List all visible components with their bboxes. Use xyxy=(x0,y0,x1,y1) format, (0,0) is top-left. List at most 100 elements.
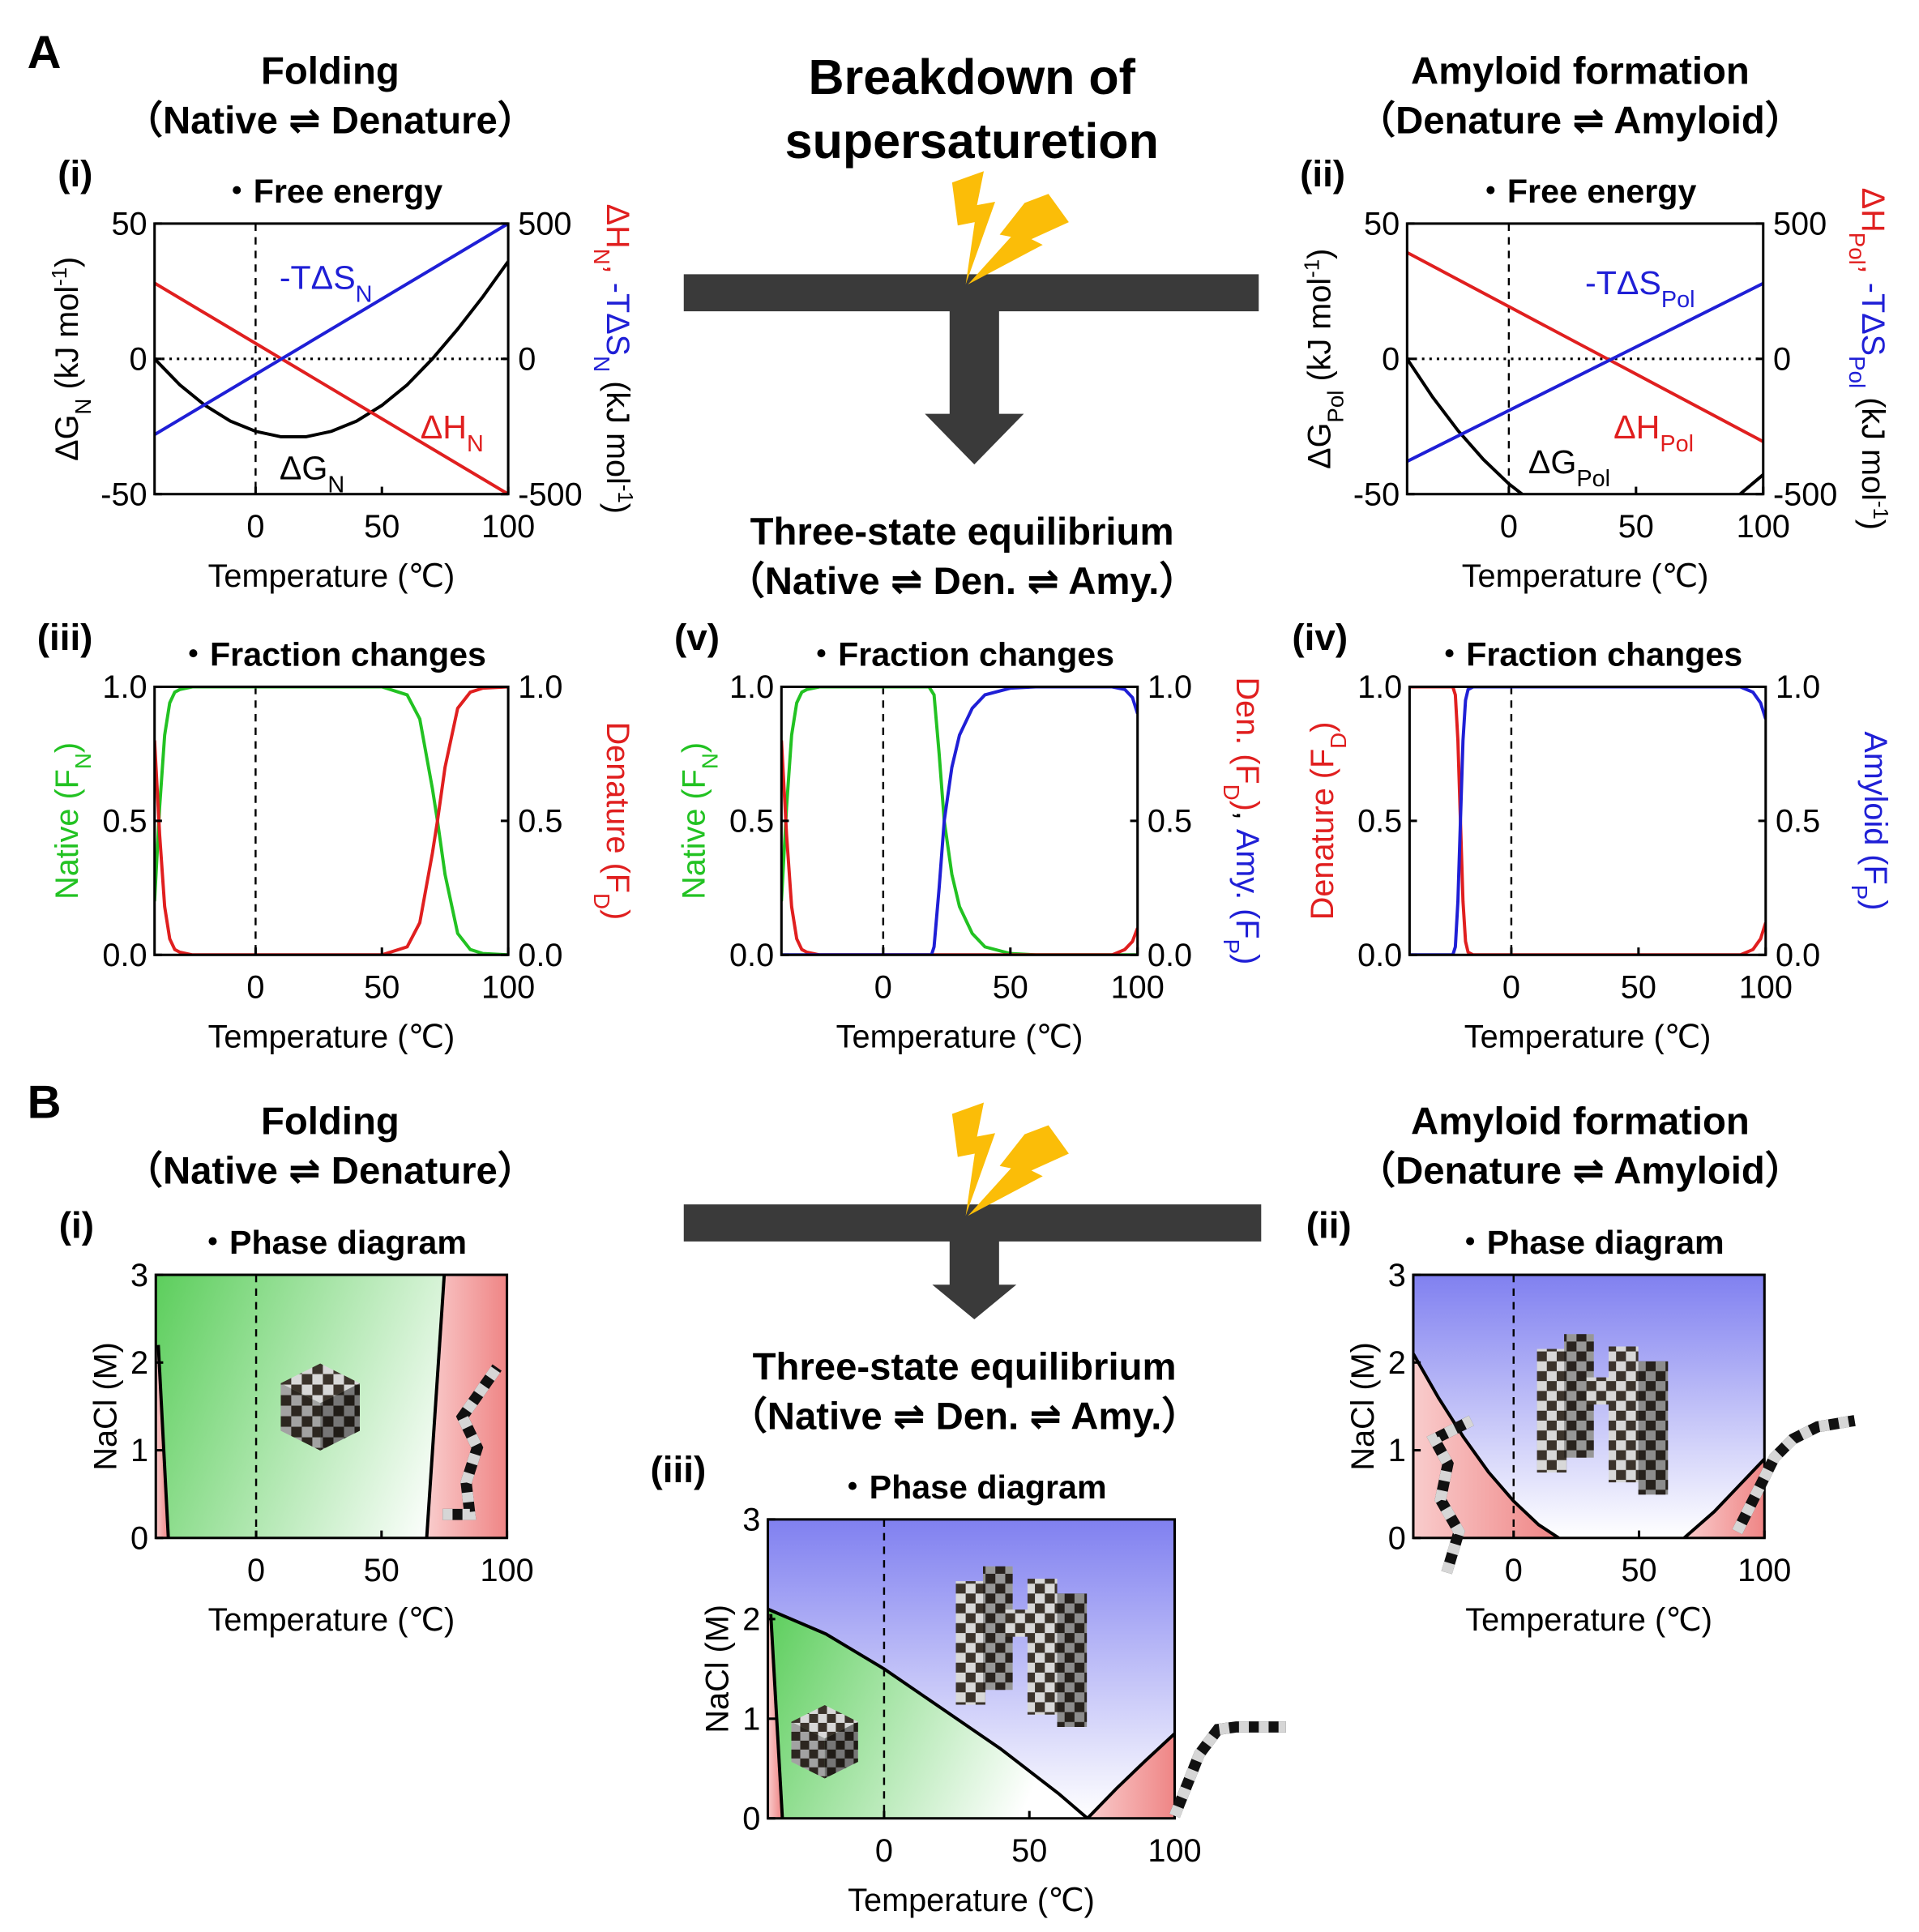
label-part: NaCl (M) xyxy=(88,1342,123,1470)
label-part: N xyxy=(590,356,615,372)
x-axis-label: Temperature (℃) xyxy=(1462,558,1709,594)
series-line xyxy=(1407,250,1763,443)
y-axis-label: NaCl (M) xyxy=(88,1342,123,1470)
series-label-sub: N xyxy=(356,282,373,308)
label-part: ) xyxy=(1305,722,1340,733)
chart-title: ・Phase diagram xyxy=(196,1224,467,1261)
x-tick-label: 50 xyxy=(364,509,400,545)
x-tick-label: 100 xyxy=(1148,1833,1201,1869)
y-tick-label: -50 xyxy=(1353,477,1400,512)
label-part: Amy. (F xyxy=(1229,829,1265,939)
y-axis-label: Native (FN) xyxy=(49,742,96,900)
series-line xyxy=(154,223,509,436)
y-tick-label: 50 xyxy=(111,207,147,242)
chart-panel: 0 50 100 0 1 2 3 (iii) ・Phase diagram Temperature… xyxy=(651,1449,1202,1918)
label-part: (kJ mol xyxy=(1302,278,1338,391)
x-tick-label: 50 xyxy=(1011,1833,1047,1869)
y2-tick-label: 0.0 xyxy=(1148,938,1192,973)
series-line xyxy=(1409,686,1766,955)
phase-boundary xyxy=(1413,1353,1560,1538)
label-part: ) xyxy=(677,742,712,753)
y-tick-label: 1 xyxy=(1388,1433,1406,1468)
y-tick-label: 1.0 xyxy=(102,669,147,705)
label-part: -1 xyxy=(1869,501,1891,519)
label-part: N xyxy=(71,399,96,415)
y2-tick-label: 500 xyxy=(518,207,571,242)
series-label-sub: N xyxy=(327,472,344,498)
y-tick-label: 0 xyxy=(1382,342,1400,378)
label-part: D xyxy=(590,893,615,909)
arrow-head xyxy=(932,1284,1017,1319)
arrow xyxy=(683,171,1259,465)
y-tick-label: 1.0 xyxy=(1357,669,1402,705)
phase-boundary xyxy=(425,1275,447,1538)
x-axis-label: Temperature (℃) xyxy=(836,1019,1083,1055)
y-tick-label: 1 xyxy=(130,1433,148,1468)
label-part: (kJ mol xyxy=(1855,388,1891,501)
panel-label: (iii) xyxy=(37,617,93,658)
label-part: P xyxy=(1847,885,1872,900)
heading: （Native ⇌ Denature） xyxy=(125,1149,536,1192)
y2-axis-label: Denature (FD) xyxy=(590,722,636,921)
x-tick-label: 0 xyxy=(1500,509,1518,545)
panel-label: (iii) xyxy=(651,1449,707,1490)
y-tick-label: 3 xyxy=(1388,1258,1406,1293)
chart-title: ・Phase diagram xyxy=(836,1468,1106,1506)
phase-boundary xyxy=(767,1607,1089,1819)
x-tick-label: 0 xyxy=(246,509,264,545)
label-part: ) xyxy=(600,503,635,514)
x-tick-label: 100 xyxy=(481,509,535,545)
label-part: Denature (F xyxy=(1305,749,1340,920)
series-label-name: ΔH xyxy=(421,408,467,446)
label-part: N xyxy=(71,753,96,769)
x-tick-label: 100 xyxy=(480,1553,533,1588)
y-axis-label: ΔGPol (kJ mol-1) xyxy=(1301,249,1348,469)
series-line xyxy=(1407,281,1763,464)
heading: Amyloid formation xyxy=(1411,50,1750,93)
y2-axis-label: Den. (FD), Amy. (FP) xyxy=(1219,677,1265,965)
series-label-name: ΔG xyxy=(1528,443,1577,481)
panel-label: (i) xyxy=(59,1204,94,1246)
x-tick-label: 0 xyxy=(246,970,264,1006)
heading: （Native ⇌ Den. ⇌ Amy.） xyxy=(729,1396,1200,1438)
panel-label: (ii) xyxy=(1300,153,1345,194)
series-line xyxy=(1407,357,1763,494)
series-line xyxy=(154,686,509,955)
series-line xyxy=(1409,686,1766,955)
x-tick-label: 0 xyxy=(874,970,892,1006)
chart-title: ・Fraction changes xyxy=(805,636,1114,673)
label-part: ΔH xyxy=(600,204,635,249)
x-axis-label: Temperature (℃) xyxy=(1464,1019,1712,1055)
label-part: P xyxy=(1219,939,1244,955)
y-tick-label: 2 xyxy=(742,1602,760,1638)
plot-area xyxy=(1409,686,1766,955)
series-label-name: ΔH xyxy=(1613,408,1660,446)
y2-axis-label: Amyloid (FP) xyxy=(1847,731,1893,910)
label-part: -TΔS xyxy=(1855,283,1891,356)
label-part: -1 xyxy=(613,485,636,503)
heading: Folding xyxy=(261,1100,400,1143)
series-label-name: -TΔS xyxy=(1585,264,1661,301)
series-label-sub: Pol xyxy=(1661,287,1695,313)
label-part: ) xyxy=(1855,519,1891,530)
label-part: Pol xyxy=(1323,391,1348,423)
y-tick-label: -50 xyxy=(100,477,147,512)
label-part: ) xyxy=(1857,900,1893,910)
panel-label: (ii) xyxy=(1306,1204,1352,1246)
x-tick-label: 100 xyxy=(1739,970,1793,1006)
panel-label: (v) xyxy=(674,617,720,658)
plot-area xyxy=(154,223,509,494)
chart-title: ・Phase diagram xyxy=(1454,1224,1725,1261)
y2-tick-label: 1.0 xyxy=(1776,669,1820,705)
y-tick-label: 0.0 xyxy=(729,938,774,973)
label-part: ) xyxy=(49,257,85,267)
series-label: ΔHN xyxy=(421,408,484,457)
plot-frame xyxy=(154,1273,509,1540)
x-tick-label: 100 xyxy=(1111,970,1165,1006)
series-label: ΔGN xyxy=(280,449,344,498)
y-tick-label: 1 xyxy=(742,1702,760,1738)
